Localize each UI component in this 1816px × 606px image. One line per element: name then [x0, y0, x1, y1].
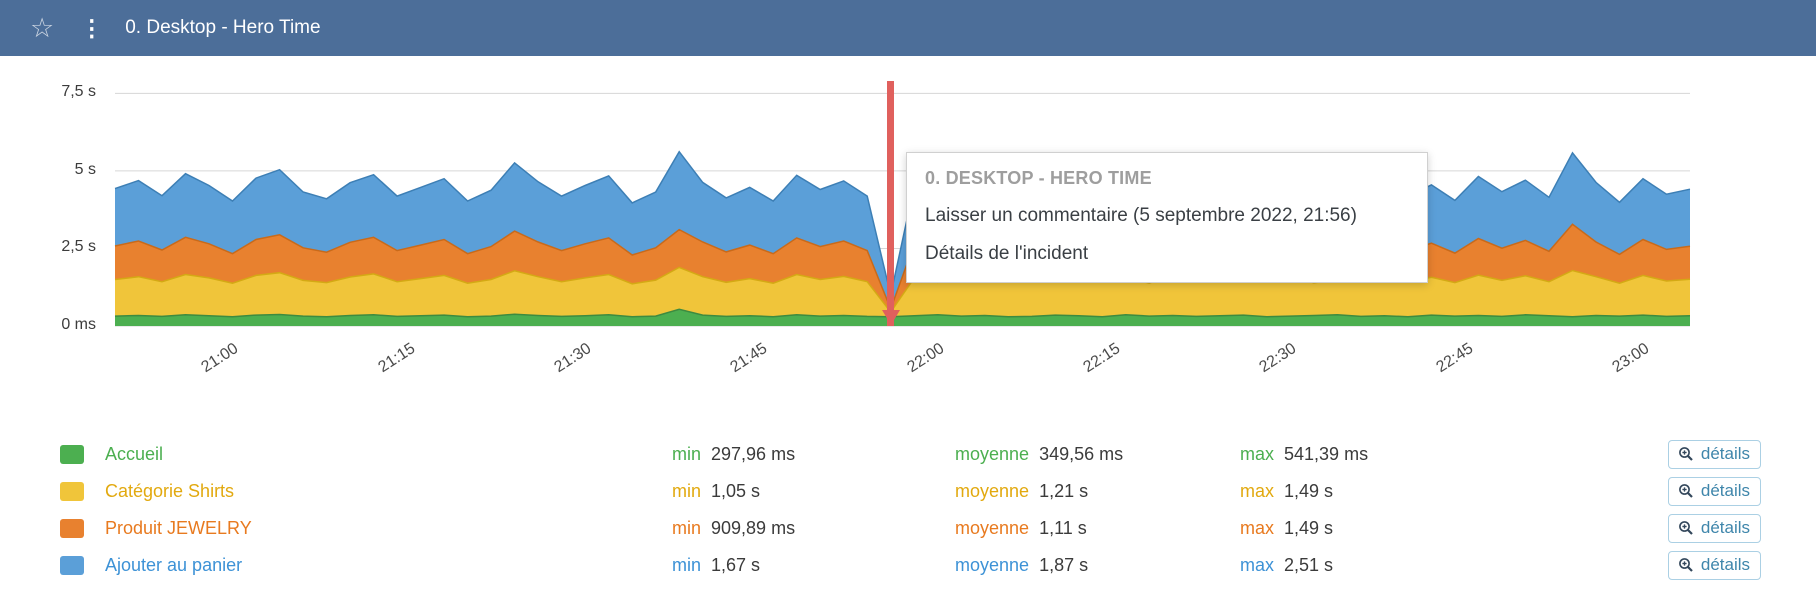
tooltip-comment-action[interactable]: Laisser un commentaire (5 septembre 2022… — [925, 205, 1357, 226]
series-name: Catégorie Shirts — [105, 481, 235, 501]
incident-tooltip: 0. DESKTOP - HERO TIME Laisser un commen… — [906, 152, 1428, 283]
details-button[interactable]: détails — [1667, 439, 1761, 470]
incident-marker-flag — [881, 310, 900, 325]
y-axis-label: 2,5 s — [61, 238, 96, 256]
widget-header: ☆ ⋮ 0. Desktop - Hero Time — [0, 0, 1816, 56]
tooltip-title: 0. DESKTOP - HERO TIME — [925, 168, 1152, 188]
series-swatch — [60, 482, 84, 501]
plot-area[interactable] — [114, 81, 1691, 327]
series-legend: Accueil min 297,96 ms moyenne 349,56 ms max 54… — [60, 436, 1761, 584]
stat-moyenne: moyenne 1,87 s — [955, 555, 1089, 575]
y-axis-label: 5 s — [74, 160, 96, 178]
details-button[interactable]: détails — [1667, 513, 1761, 544]
stat-min: min 909,89 ms — [672, 518, 796, 538]
legend-row: Ajouter au panier min 1,67 s moyenne 1,87 s m… — [60, 547, 1761, 584]
zoom-in-icon — [1678, 447, 1693, 461]
details-button-label: détails — [1700, 480, 1750, 500]
zoom-in-icon — [1678, 521, 1693, 535]
legend-row: Catégorie Shirts min 1,05 s moyenne 1,21 s ma… — [60, 473, 1761, 510]
y-axis-label: 0 ms — [61, 316, 96, 333]
legend-row: Produit JEWELRY min 909,89 ms moyenne 1,11 s… — [60, 510, 1761, 547]
stat-moyenne: moyenne 1,11 s — [955, 518, 1087, 538]
details-button-label: détails — [1700, 517, 1750, 537]
series-label: Produit JEWELRY — [60, 518, 672, 539]
series-label: Accueil — [60, 444, 672, 465]
series-swatch — [60, 556, 84, 575]
legend-row: Accueil min 297,96 ms moyenne 349,56 ms max 54… — [60, 436, 1761, 473]
y-axis-label: 7,5 s — [61, 83, 96, 101]
kebab-menu-icon[interactable]: ⋮ — [80, 14, 104, 41]
stat-max: max 1,49 s — [1240, 518, 1334, 538]
series-swatch — [60, 519, 84, 538]
series-name: Produit JEWELRY — [105, 518, 252, 538]
stat-max: max 2,51 s — [1240, 555, 1334, 575]
series-name: Ajouter au panier — [105, 555, 243, 575]
stat-moyenne: moyenne 1,21 s — [955, 481, 1089, 501]
stat-moyenne: moyenne 349,56 ms — [955, 444, 1124, 464]
tooltip-incident-action[interactable]: Détails de l'incident — [925, 243, 1089, 264]
stat-min: min 1,67 s — [672, 555, 761, 575]
favorite-star-icon[interactable]: ☆ — [30, 12, 55, 43]
stat-min: min 1,05 s — [672, 481, 761, 501]
stacked-area-chart: 0. DESKTOP - HERO TIME Laisser un commen… — [0, 56, 1816, 406]
series-swatch — [60, 445, 84, 464]
zoom-in-icon — [1678, 558, 1693, 572]
chart-svg — [114, 92, 1691, 327]
details-button-label: détails — [1700, 443, 1750, 463]
stat-max: max 541,39 ms — [1240, 444, 1369, 464]
series-label: Ajouter au panier — [60, 555, 672, 576]
details-button[interactable]: détails — [1667, 476, 1761, 507]
stat-max: max 1,49 s — [1240, 481, 1334, 501]
details-button[interactable]: détails — [1667, 550, 1761, 581]
series-name: Accueil — [105, 444, 164, 464]
details-button-label: détails — [1700, 554, 1750, 574]
incident-marker[interactable] — [887, 81, 895, 326]
zoom-in-icon — [1678, 484, 1693, 498]
page-title: 0. Desktop - Hero Time — [125, 17, 321, 38]
stat-min: min 297,96 ms — [672, 444, 796, 464]
series-label: Catégorie Shirts — [60, 481, 672, 502]
